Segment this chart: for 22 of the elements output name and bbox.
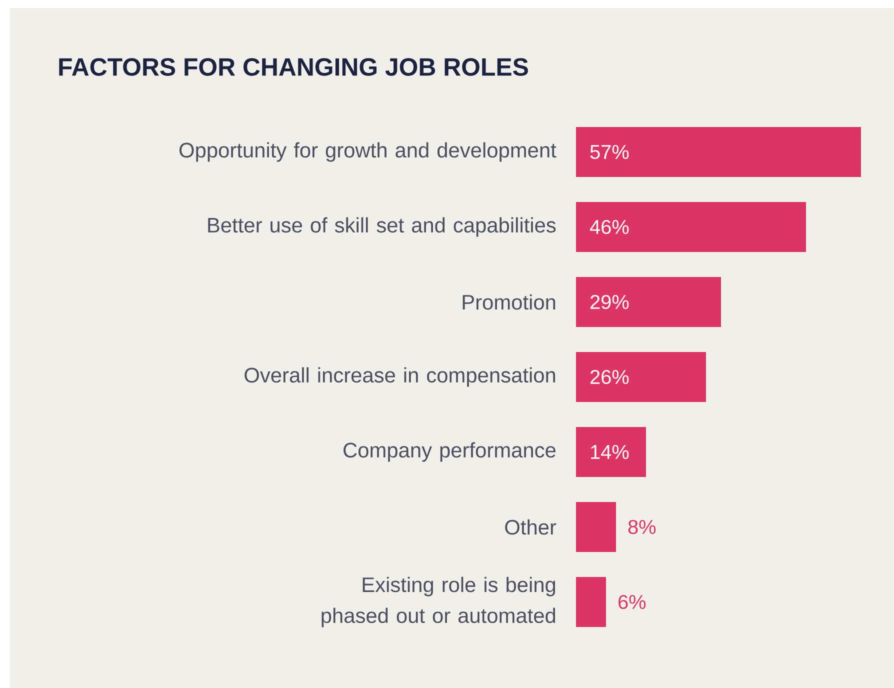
bar — [576, 202, 806, 252]
data-label: 6% — [618, 594, 646, 610]
text: FACTORS FOR CHANGING JOB ROLES — [59, 58, 528, 76]
y-tick-label: Existing role is being phased out or automated — [322, 576, 556, 628]
bar — [576, 352, 706, 402]
bar — [576, 502, 616, 552]
y-tick-label: Better use of skill set and capabilities — [208, 217, 556, 237]
bar — [576, 577, 606, 628]
data-label: 14% — [591, 445, 629, 459]
data-label: 26% — [590, 370, 629, 384]
bar — [576, 277, 721, 328]
data-label: 29% — [590, 294, 629, 310]
data-label: 57% — [590, 144, 629, 160]
y-tick-label: Promotion — [462, 294, 556, 310]
bar — [576, 427, 646, 478]
bar — [576, 127, 861, 178]
y-tick-label: Company performance — [344, 442, 556, 462]
y-tick-label: Other — [505, 519, 556, 535]
y-tick-label: Opportunity for growth and development — [179, 142, 556, 162]
data-label: 46% — [590, 220, 629, 234]
y-tick-label: Overall increase in compensation — [244, 367, 556, 387]
data-label: 8% — [628, 520, 656, 534]
